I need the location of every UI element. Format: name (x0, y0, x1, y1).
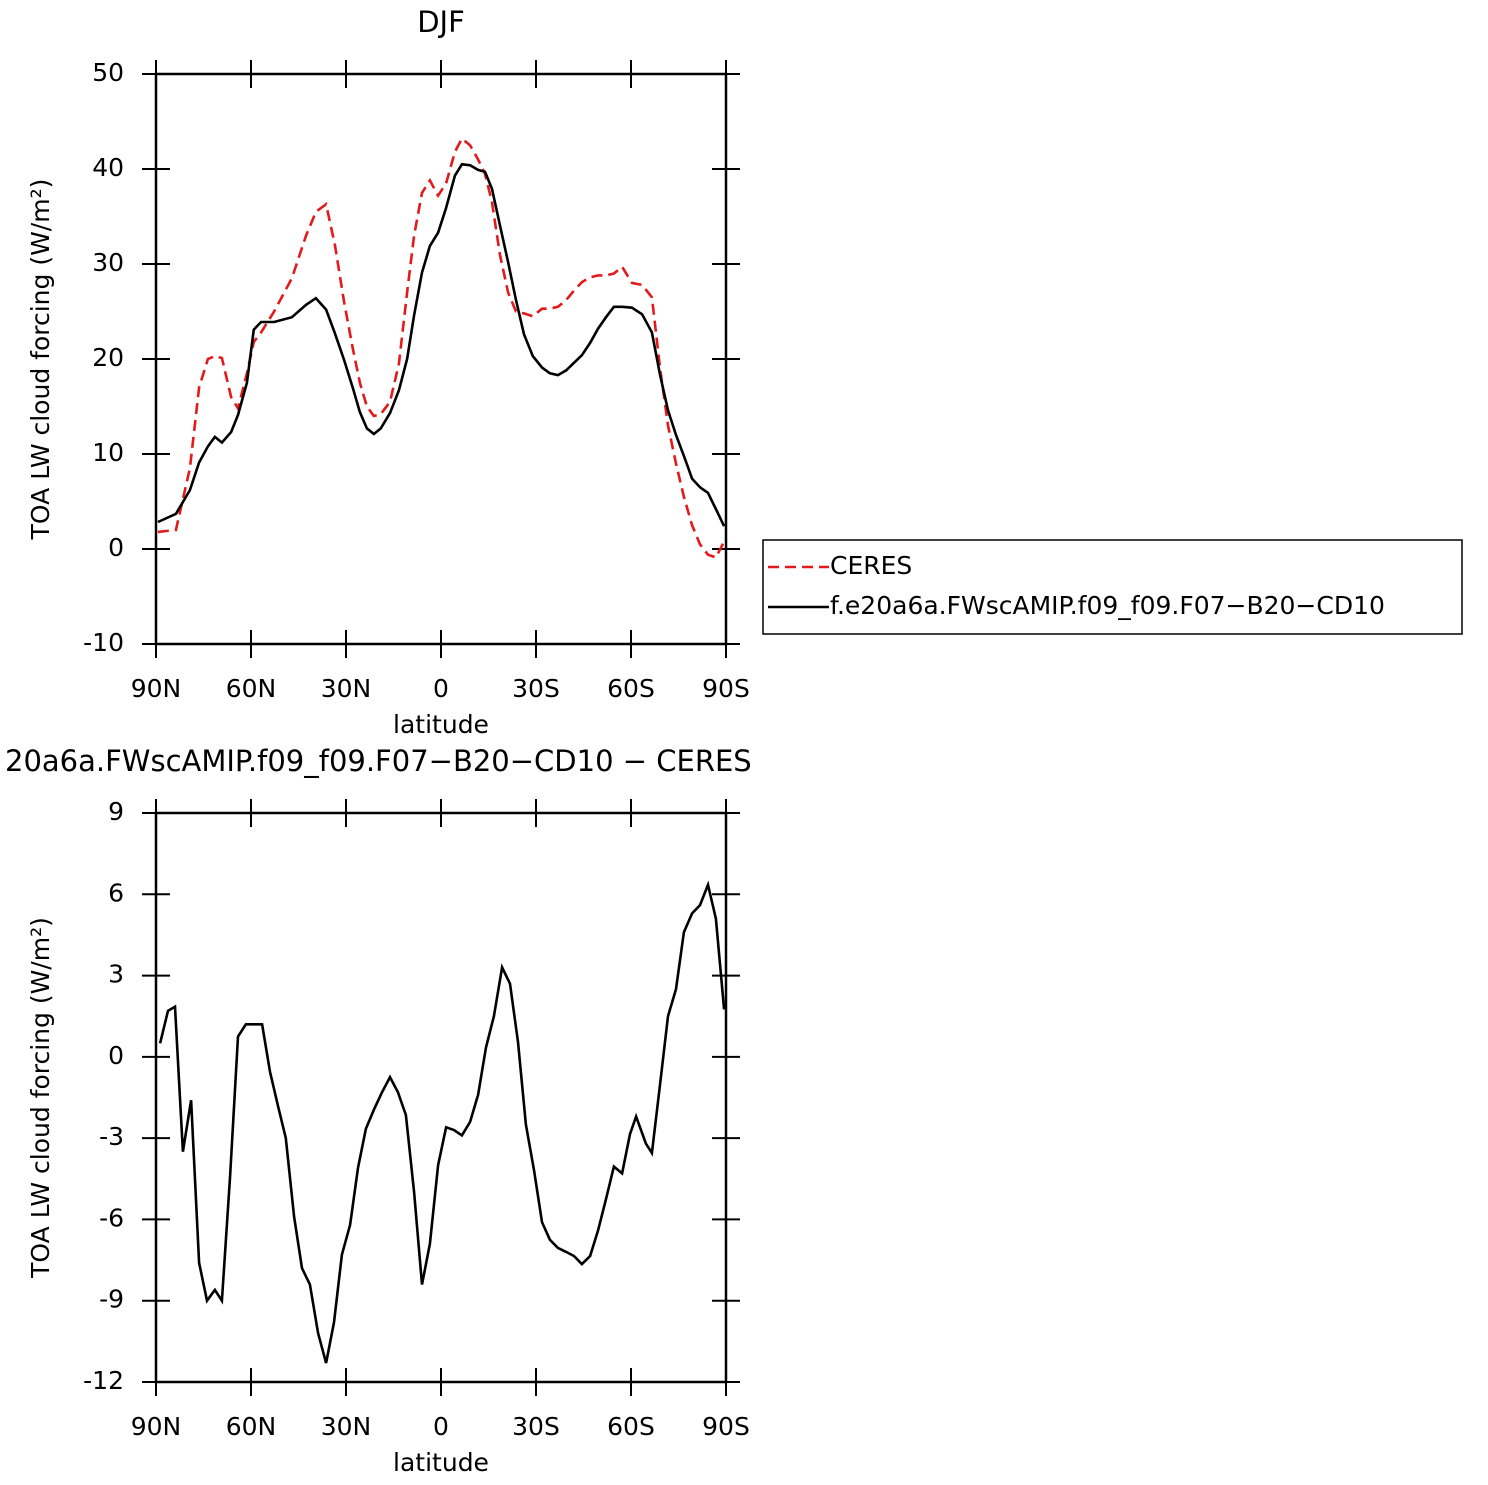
x-tick-label: 90S (702, 674, 750, 703)
y-tick-label: 30 (92, 248, 124, 277)
plot-frame (154, 72, 728, 646)
x-tick-label: 60S (607, 1412, 655, 1441)
x-tick-label: 90S (702, 1412, 750, 1441)
y-tick-label: 0 (108, 1041, 124, 1070)
chart-title: 20a6a.FWscAMIP.f09_f09.F07−B20−CD10 − CE… (5, 744, 752, 778)
y-tick-label: 0 (108, 533, 124, 562)
x-tick-label: 60S (607, 674, 655, 703)
y-tick-label: -3 (99, 1122, 124, 1151)
y-axis-label: TOA LW cloud forcing (W/m²) (26, 179, 55, 541)
x-axis-label: latitude (393, 1448, 489, 1477)
y-tick-label: 6 (108, 878, 124, 907)
y-tick-label: 20 (92, 343, 124, 372)
x-tick-label: 60N (226, 1412, 277, 1441)
y-tick-label: -9 (99, 1285, 124, 1314)
x-axis-label: latitude (393, 710, 489, 739)
data-line (158, 880, 726, 1364)
x-tick-label: 90N (131, 674, 182, 703)
x-tick-label: 30S (512, 1412, 560, 1441)
y-axis-label: TOA LW cloud forcing (W/m²) (26, 917, 55, 1279)
x-tick-label: 0 (433, 674, 449, 703)
x-tick-label: 30S (512, 674, 560, 703)
y-tick-label: 3 (108, 960, 124, 989)
x-tick-label: 30N (321, 1412, 372, 1441)
x-tick-label: 60N (226, 674, 277, 703)
y-tick-label: 9 (108, 797, 124, 826)
y-tick-label: -12 (83, 1366, 124, 1395)
y-tick-label: -10 (83, 628, 124, 657)
y-tick-label: 40 (92, 153, 124, 182)
x-tick-label: 30N (321, 674, 372, 703)
y-tick-label: -6 (99, 1203, 124, 1232)
legend-label: f.e20a6a.FWscAMIP.f09_f09.F07−B20−CD10 (830, 591, 1385, 620)
data-line (157, 136, 726, 560)
y-tick-label: 10 (92, 438, 124, 467)
x-tick-label: 0 (433, 1412, 449, 1441)
y-tick-label: 50 (92, 58, 124, 87)
plot-frame (154, 811, 728, 1384)
chart-title: DJF (417, 5, 465, 39)
x-tick-label: 90N (131, 1412, 182, 1441)
data-line (157, 162, 726, 527)
legend-box (762, 539, 1463, 635)
legend-label: CERES (830, 551, 912, 580)
